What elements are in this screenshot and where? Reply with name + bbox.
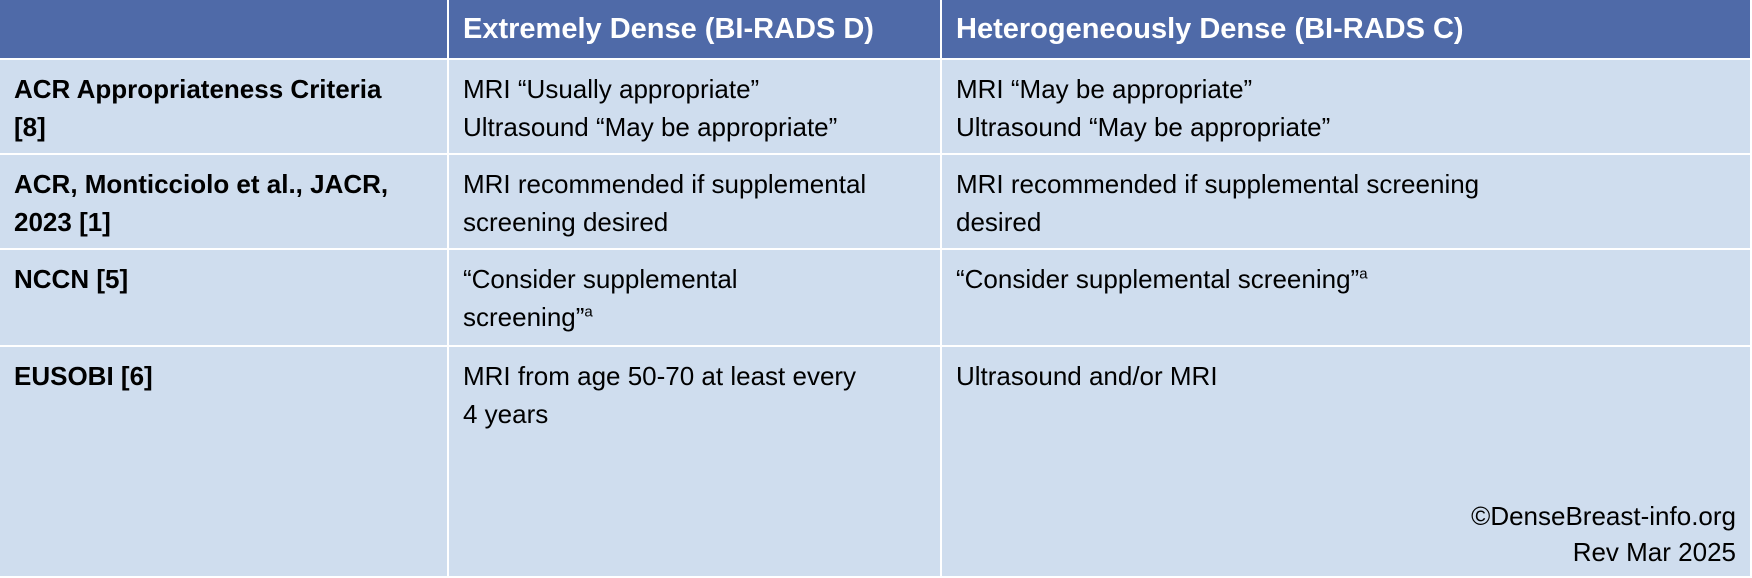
cell-line: screening”a bbox=[463, 302, 593, 332]
credit-line: ©DenseBreast-info.org bbox=[1471, 501, 1736, 531]
header-cell: Heterogeneously Dense (BI-RADS C) bbox=[942, 0, 1750, 58]
table-cell: MRI recommended if supplemental screenin… bbox=[942, 155, 1750, 248]
cell-line: MRI from age 50-70 at least every bbox=[463, 361, 857, 391]
table-cell: MRI recommended if supplemental screening… bbox=[449, 155, 940, 248]
header-text: Heterogeneously Dense (BI-RADS C) bbox=[956, 13, 1464, 45]
table-cell: “Consider supplemental screening”a bbox=[449, 250, 940, 345]
cell-line: NCCN [5] bbox=[14, 264, 129, 294]
cell-line: desired bbox=[956, 207, 1042, 237]
cell-line: [8] bbox=[14, 112, 46, 142]
header-text: Extremely Dense (BI-RADS D) bbox=[463, 13, 874, 45]
credit-line: Rev Mar 2025 bbox=[1572, 537, 1736, 567]
cell-line: Ultrasound “May be appropriate” bbox=[463, 112, 838, 142]
cell-line: MRI recommended if supplemental screenin… bbox=[956, 169, 1480, 199]
cell-line: “Consider supplemental bbox=[463, 264, 738, 294]
cell-line: MRI recommended if supplemental bbox=[463, 169, 867, 199]
cell-line: MRI “Usually appropriate” bbox=[463, 74, 760, 104]
cell-line: 2023 [1] bbox=[14, 207, 111, 237]
table-cell: ACR, Monticciolo et al., JACR, 2023 [1] bbox=[0, 155, 447, 248]
header-cell: Extremely Dense (BI-RADS D) bbox=[449, 0, 940, 58]
footnote-marker: a bbox=[584, 303, 593, 321]
table-cell: “Consider supplemental screening”a bbox=[942, 250, 1750, 345]
table-cell: Ultrasound and/or MRI ©DenseBreast-info.o… bbox=[942, 347, 1750, 576]
table-cell: MRI from age 50-70 at least every 4 years bbox=[449, 347, 940, 576]
cell-line: MRI “May be appropriate” bbox=[956, 74, 1253, 104]
table-cell: ACR Appropriateness Criteria [8] bbox=[0, 60, 447, 153]
cell-line: 4 years bbox=[463, 399, 549, 429]
cell-line: “Consider supplemental screening”a bbox=[956, 264, 1368, 294]
cell-line: screening desired bbox=[463, 207, 669, 237]
table-cell: MRI “May be appropriate” Ultrasound “May … bbox=[942, 60, 1750, 153]
table-cell: EUSOBI [6] bbox=[0, 347, 447, 576]
cell-line: EUSOBI [6] bbox=[14, 361, 153, 391]
cell-line: ACR Appropriateness Criteria bbox=[14, 74, 382, 104]
footnote-marker: a bbox=[1359, 265, 1368, 283]
cell-line: Ultrasound and/or MRI bbox=[956, 361, 1218, 391]
credit: ©DenseBreast-info.org Rev Mar 2025 bbox=[1471, 498, 1750, 576]
table-cell: NCCN [5] bbox=[0, 250, 447, 345]
cell-line: ACR, Monticciolo et al., JACR, bbox=[14, 169, 389, 199]
header-cell bbox=[0, 0, 447, 58]
cell-line: Ultrasound “May be appropriate” bbox=[956, 112, 1331, 142]
table-cell: MRI “Usually appropriate” Ultrasound “May… bbox=[449, 60, 940, 153]
